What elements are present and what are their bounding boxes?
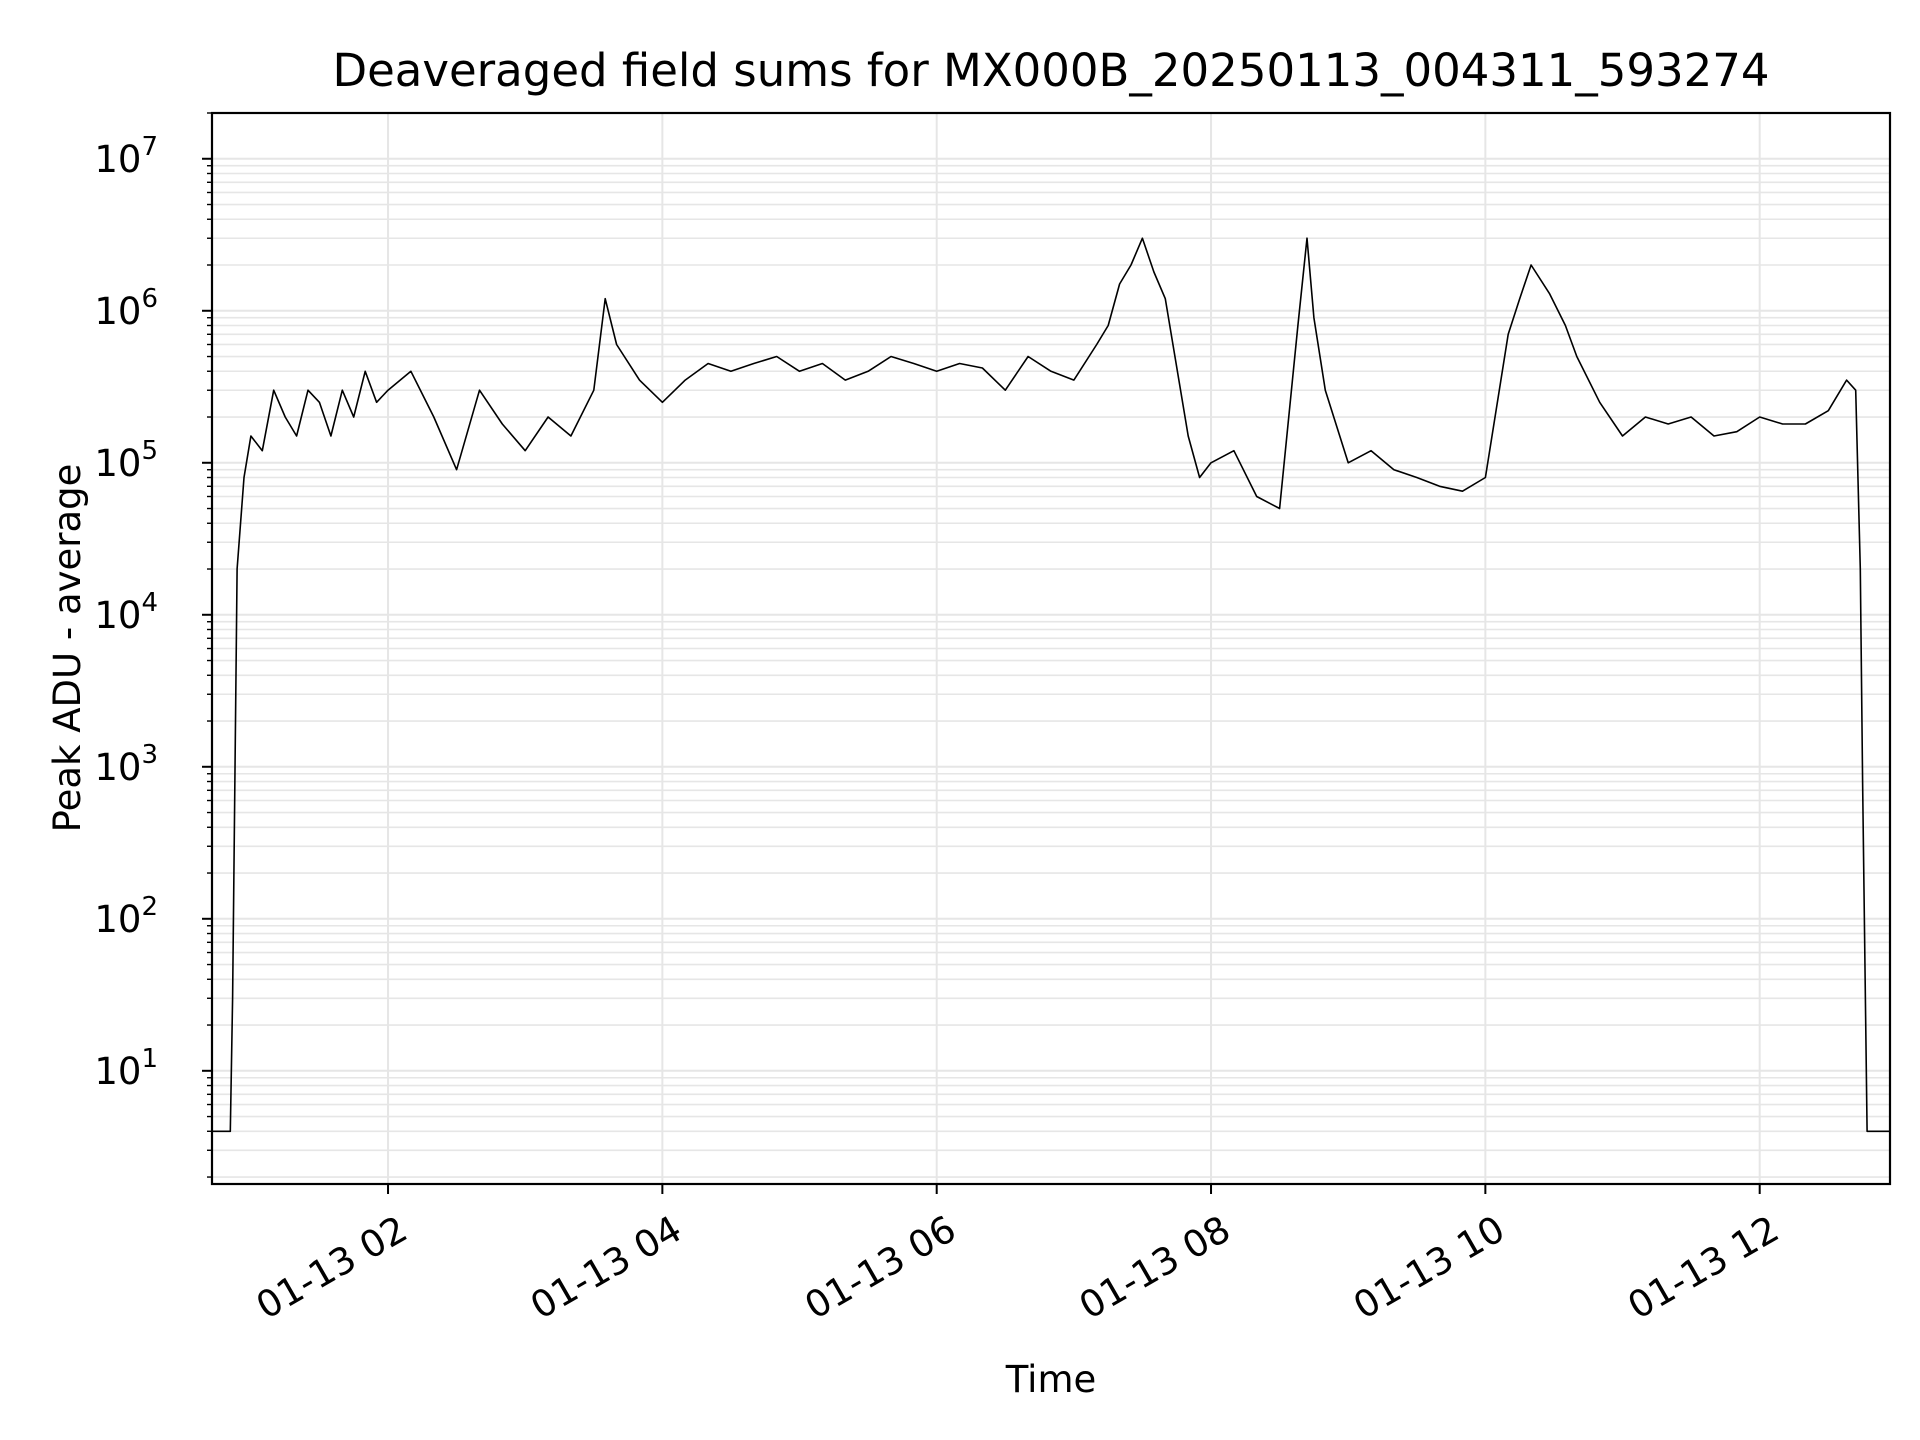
y-tick-label: 103	[94, 740, 158, 789]
y-tick-label: 102	[94, 892, 158, 941]
y-tick-label-exponent: 1	[141, 1044, 158, 1074]
grid-lines	[212, 112, 1890, 1184]
y-tick-label: 101	[94, 1044, 158, 1093]
y-tick-label-exponent: 3	[141, 740, 158, 770]
y-tick-label-exponent: 6	[141, 284, 158, 314]
y-tick-label-base: 10	[94, 1050, 141, 1093]
y-tick-label-base: 10	[94, 290, 141, 333]
y-tick-label-exponent: 4	[141, 588, 158, 618]
y-axis-label: Peak ADU - average	[46, 464, 89, 833]
series-line	[212, 237, 1890, 1133]
chart-title: Deaveraged field sums for MX000B_2025011…	[332, 44, 1769, 97]
y-tick-label-base: 10	[94, 746, 141, 789]
x-axis-label: Time	[1005, 1358, 1097, 1401]
y-tick-label: 106	[94, 284, 158, 333]
y-tick-label-base: 10	[94, 594, 141, 637]
y-tick-label-exponent: 2	[141, 892, 158, 922]
y-tick-label: 107	[94, 132, 158, 181]
y-tick-label-base: 10	[94, 442, 141, 485]
y-tick-label-base: 10	[94, 898, 141, 941]
y-tick-label: 104	[94, 588, 158, 637]
y-tick-label: 105	[94, 436, 158, 485]
y-tick-label-exponent: 7	[141, 132, 158, 162]
y-tick-label-exponent: 5	[141, 436, 158, 466]
y-tick-label-base: 10	[94, 138, 141, 181]
